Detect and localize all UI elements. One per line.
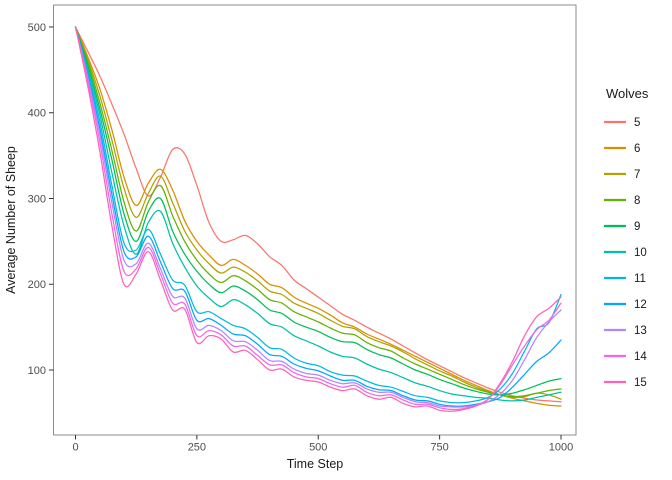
y-tick-label: 500 <box>28 22 46 34</box>
legend-item-label: 15 <box>634 377 647 389</box>
series-line-wolves-7 <box>74 26 562 400</box>
series-line-wolves-10 <box>74 26 562 402</box>
series-group <box>74 26 562 412</box>
legend-item-label: 9 <box>634 221 640 233</box>
legend: Wolves 5 6 7 8 9 10 11 12 13 14 15 <box>604 86 649 389</box>
y-tick-label: 200 <box>28 279 46 291</box>
legend-item-label: 12 <box>634 299 647 311</box>
y-tick-label: 300 <box>28 193 46 205</box>
x-axis-title: Time Step <box>287 457 344 471</box>
series-line-wolves-5 <box>74 26 562 403</box>
series-line-wolves-6 <box>74 26 562 407</box>
axis-ticks: 0 250 500 750 1000 100 200 300 400 500 <box>28 22 574 454</box>
series-line-wolves-8 <box>74 26 562 398</box>
series-line-wolves-11 <box>74 26 562 404</box>
x-tick-label: 0 <box>72 442 78 454</box>
y-axis-title: Average Number of Sheep <box>4 146 18 294</box>
y-tick-label: 400 <box>28 108 46 120</box>
series-line-wolves-9 <box>74 26 562 396</box>
legend-item-label: 14 <box>634 351 647 363</box>
legend-title: Wolves <box>606 86 649 101</box>
x-tick-label: 1000 <box>549 442 573 454</box>
x-tick-label: 250 <box>188 442 206 454</box>
x-tick-label: 750 <box>430 442 448 454</box>
y-tick-label: 100 <box>28 365 46 377</box>
legend-item-label: 8 <box>634 195 640 207</box>
plot-panel-border <box>53 4 577 436</box>
legend-item-label: 10 <box>634 247 647 259</box>
plot-panel <box>53 5 576 435</box>
legend-item-label: 7 <box>634 169 640 181</box>
legend-item-label: 6 <box>634 143 640 155</box>
x-tick-label: 500 <box>309 442 327 454</box>
series-line-wolves-15 <box>74 26 562 412</box>
legend-item-label: 5 <box>634 117 640 129</box>
legend-item-label: 13 <box>634 325 647 337</box>
legend-item-label: 11 <box>634 273 646 285</box>
